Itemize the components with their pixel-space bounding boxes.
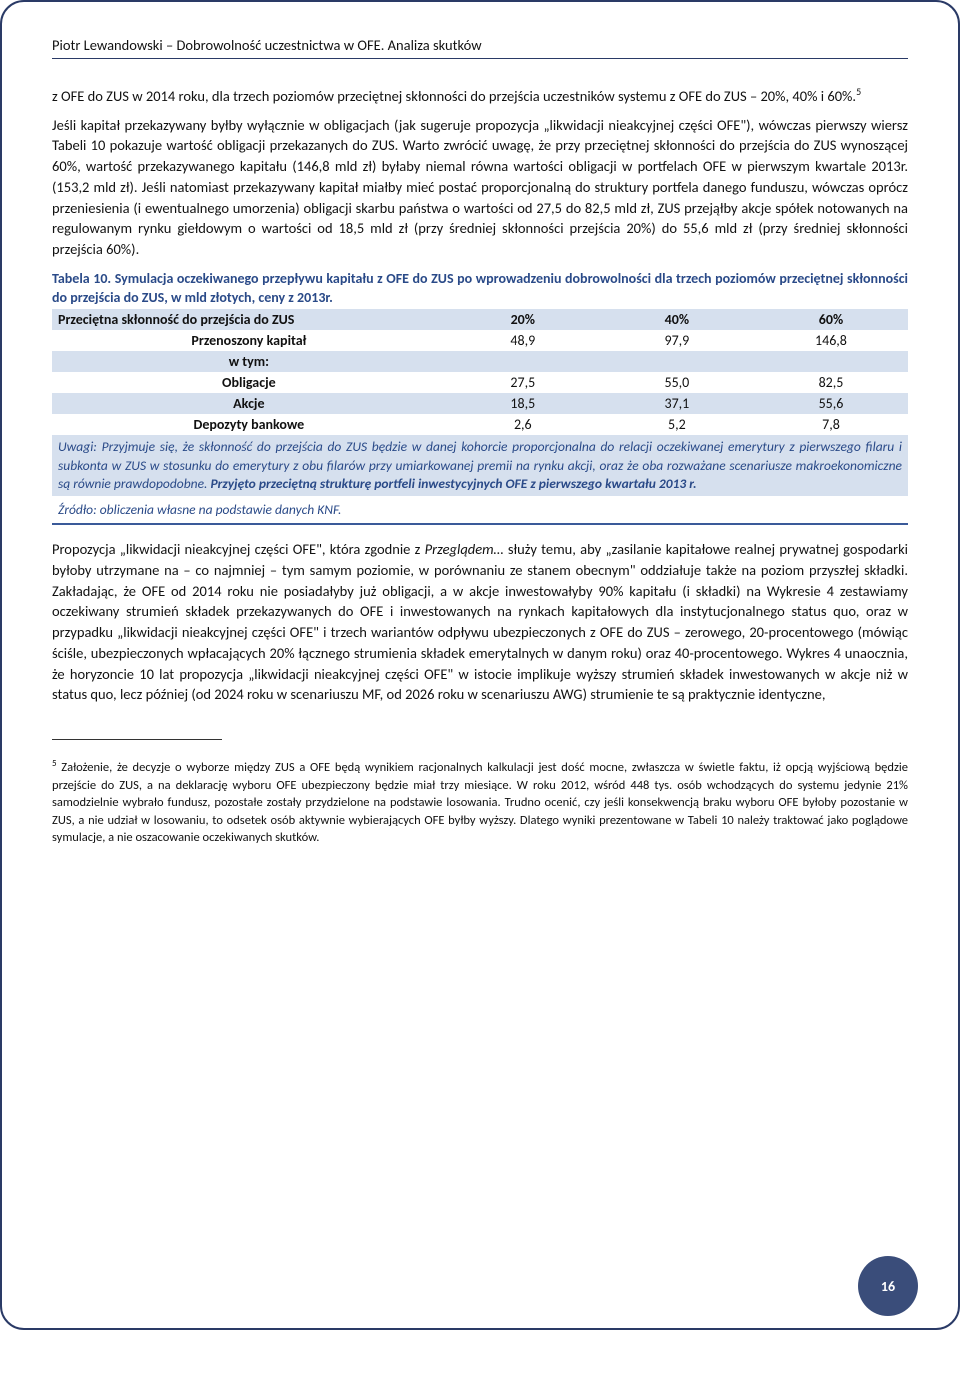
running-header: Piotr Lewandowski – Dobrowolność uczestn…	[52, 36, 908, 59]
page-number-badge: 16	[858, 1256, 918, 1316]
footnote-separator	[52, 739, 222, 740]
row-label: w tym:	[52, 351, 446, 372]
cell: 2,6	[446, 414, 600, 435]
p3a: Propozycja „likwidacji nieakcyjnej częśc…	[52, 540, 425, 558]
cell	[754, 351, 908, 372]
th-20: 20%	[446, 309, 600, 330]
th-60: 60%	[754, 309, 908, 330]
table-10-title: Tabela 10. Symulacja oczekiwanego przepł…	[52, 270, 908, 308]
paragraph-3: Propozycja „likwidacji nieakcyjnej częśc…	[52, 539, 908, 705]
page-frame: Piotr Lewandowski – Dobrowolność uczestn…	[0, 0, 960, 1330]
row-label: Przenoszony kapitał	[52, 330, 446, 351]
cell: 48,9	[446, 330, 600, 351]
footnote-5: 5 Założenie, że decyzje o wyborze między…	[52, 758, 908, 847]
note-bold: Przyjęto przeciętną strukturę portfeli i…	[210, 475, 696, 492]
cell: 18,5	[446, 393, 600, 414]
table-10: Przeciętna skłonność do przejścia do ZUS…	[52, 309, 908, 435]
cell: 55,0	[600, 372, 754, 393]
cell: 27,5	[446, 372, 600, 393]
cell	[600, 351, 754, 372]
table-row: w tym:	[52, 351, 908, 372]
cell: 55,6	[754, 393, 908, 414]
p1-text: z OFE do ZUS w 2014 roku, dla trzech poz…	[52, 87, 856, 105]
cell: 7,8	[754, 414, 908, 435]
table-header-row: Przeciętna skłonność do przejścia do ZUS…	[52, 309, 908, 330]
cell: 146,8	[754, 330, 908, 351]
cell: 37,1	[600, 393, 754, 414]
fn-text: Założenie, że decyzje o wyborze między Z…	[52, 760, 908, 845]
th-label: Przeciętna skłonność do przejścia do ZUS	[52, 309, 446, 330]
table-source: Źródło: obliczenia własne na podstawie d…	[52, 499, 908, 525]
paragraph-2: Jeśli kapitał przekazywany byłby wyłączn…	[52, 115, 908, 260]
p3-italic: Przeglądem…	[425, 540, 504, 558]
cell	[446, 351, 600, 372]
cell: 97,9	[600, 330, 754, 351]
table-notes: Uwagi: Przyjmuje się, że skłonność do pr…	[52, 435, 908, 496]
row-label: Depozyty bankowe	[52, 414, 446, 435]
footnote-ref-5: 5	[856, 85, 861, 98]
cell: 82,5	[754, 372, 908, 393]
row-label: Akcje	[52, 393, 446, 414]
th-40: 40%	[600, 309, 754, 330]
page-number: 16	[881, 1278, 895, 1295]
cell: 5,2	[600, 414, 754, 435]
row-label: Obligacje	[52, 372, 446, 393]
p3b: służy temu, aby „zasilanie kapitałowe re…	[52, 540, 908, 703]
table-row: Depozyty bankowe 2,6 5,2 7,8	[52, 414, 908, 435]
table-row: Przenoszony kapitał 48,9 97,9 146,8	[52, 330, 908, 351]
table-row: Akcje 18,5 37,1 55,6	[52, 393, 908, 414]
table-row: Obligacje 27,5 55,0 82,5	[52, 372, 908, 393]
paragraph-1: z OFE do ZUS w 2014 roku, dla trzech poz…	[52, 85, 908, 107]
